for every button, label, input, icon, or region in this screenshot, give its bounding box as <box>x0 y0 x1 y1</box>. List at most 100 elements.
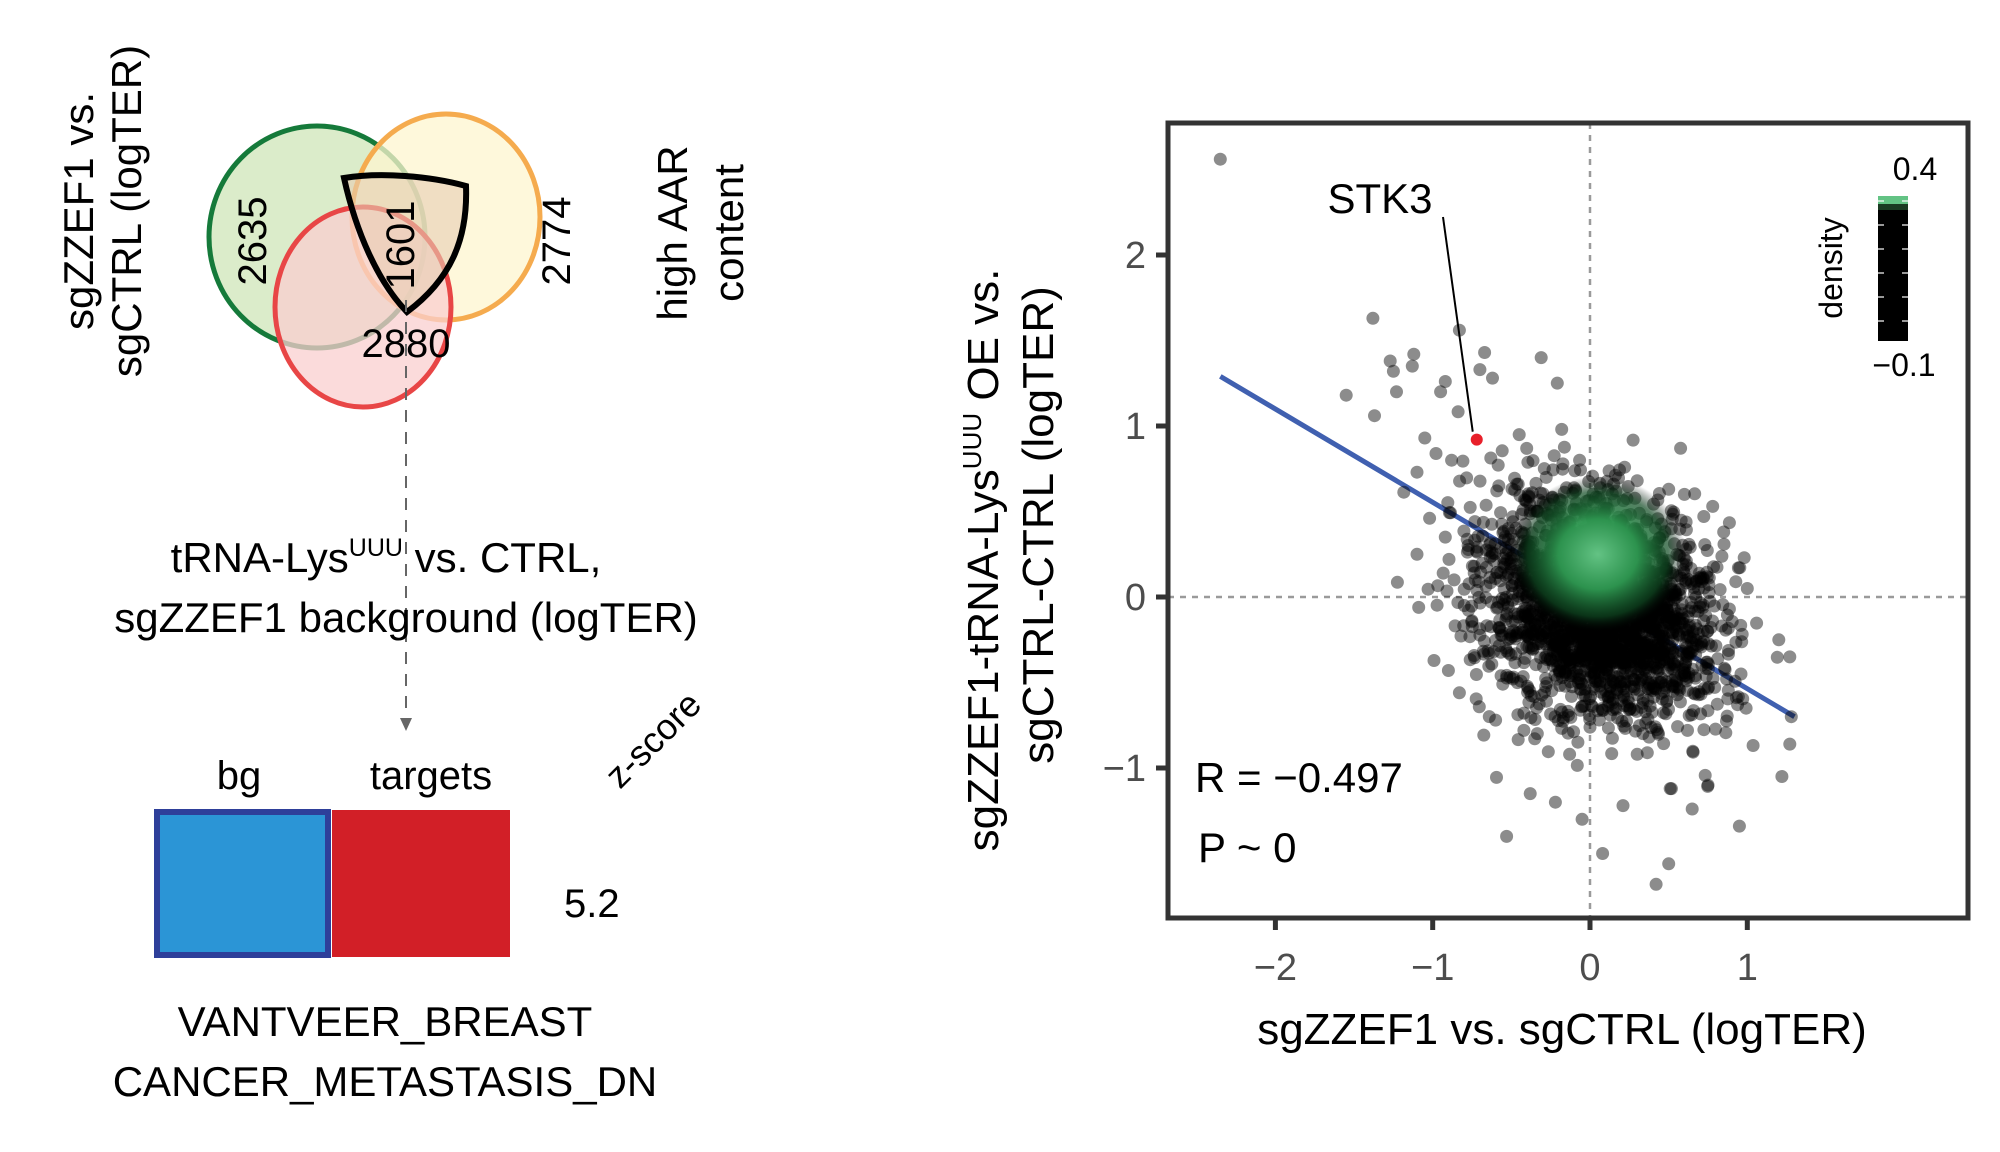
data-point <box>1405 359 1419 373</box>
data-point <box>1700 570 1714 584</box>
data-point <box>1573 630 1587 644</box>
data-point <box>1624 680 1638 694</box>
data-point <box>1613 643 1627 657</box>
data-point <box>1532 697 1546 711</box>
data-point <box>1467 559 1481 573</box>
data-point <box>1604 654 1618 668</box>
plot-frame <box>1165 120 1971 921</box>
data-point <box>1524 711 1538 725</box>
regression-line <box>1219 374 1796 719</box>
data-point <box>1596 644 1610 658</box>
data-point <box>1495 591 1509 605</box>
data-point <box>1494 628 1508 642</box>
data-point <box>1701 662 1715 676</box>
data-point <box>1631 650 1645 663</box>
data-point <box>1429 447 1443 460</box>
data-point <box>1580 634 1594 648</box>
data-point <box>1681 645 1695 659</box>
data-point <box>1628 637 1642 651</box>
data-point <box>1634 636 1648 649</box>
data-point <box>1530 701 1544 715</box>
data-point <box>1538 624 1551 638</box>
data-point <box>1655 630 1669 644</box>
data-point <box>1594 639 1608 652</box>
data-point <box>1664 782 1678 796</box>
data-point <box>1606 703 1620 717</box>
data-point <box>1573 659 1587 673</box>
data-point <box>1617 690 1631 704</box>
data-point <box>1591 674 1605 688</box>
data-point <box>1697 634 1711 648</box>
data-point <box>1670 675 1684 688</box>
data-point <box>1594 685 1608 699</box>
data-point <box>1609 649 1623 663</box>
data-point <box>1694 707 1708 721</box>
data-point <box>1627 660 1641 674</box>
density-colorbar <box>1878 196 1908 341</box>
data-point <box>1563 633 1577 647</box>
data-point <box>1559 665 1572 679</box>
data-point <box>1709 639 1723 653</box>
data-point <box>1647 681 1661 695</box>
data-point <box>1538 685 1552 699</box>
data-point <box>1529 617 1543 631</box>
data-point <box>1591 632 1605 646</box>
density-legend-max: 0.4 <box>1893 151 1937 187</box>
data-point <box>1563 661 1577 675</box>
data-point <box>1630 638 1644 652</box>
data-point <box>1640 635 1654 649</box>
data-point <box>1567 651 1581 665</box>
data-point <box>1521 455 1535 469</box>
data-point <box>1614 656 1628 670</box>
data-point <box>1640 653 1653 667</box>
data-point <box>1546 644 1560 658</box>
data-point <box>1600 648 1614 662</box>
data-point <box>1622 703 1636 717</box>
data-point <box>1609 650 1623 664</box>
data-point <box>1539 680 1553 693</box>
data-point <box>1500 668 1514 682</box>
data-point <box>1539 626 1553 640</box>
data-point <box>1603 680 1617 694</box>
data-point <box>1533 617 1547 631</box>
data-point <box>1634 641 1648 655</box>
data-point <box>1562 632 1576 646</box>
data-point <box>1592 713 1606 727</box>
data-point <box>1677 669 1691 683</box>
data-point <box>1576 647 1590 661</box>
data-point <box>1701 778 1715 792</box>
data-point <box>1706 672 1720 685</box>
data-point <box>1679 623 1693 636</box>
data-point <box>1522 695 1536 709</box>
data-point <box>1721 683 1735 697</box>
data-point <box>1607 650 1621 664</box>
data-point <box>1689 648 1703 662</box>
data-point <box>1635 659 1649 673</box>
data-point <box>1465 620 1479 634</box>
data-point <box>1577 689 1591 702</box>
data-point <box>1604 686 1618 700</box>
data-point <box>1597 635 1611 649</box>
data-point <box>1610 656 1623 669</box>
data-point <box>1646 644 1659 658</box>
data-point <box>1608 676 1622 690</box>
data-point <box>1692 688 1706 702</box>
data-point <box>1474 565 1488 579</box>
data-point <box>1606 638 1620 651</box>
data-point <box>1732 819 1746 833</box>
data-point <box>1702 578 1716 592</box>
data-point <box>1430 598 1444 612</box>
data-point <box>1675 603 1688 617</box>
data-point <box>1628 646 1642 660</box>
data-point <box>1519 493 1533 507</box>
y-tick-label: 2 <box>1125 235 1146 277</box>
data-point <box>1617 719 1631 733</box>
data-point <box>1587 667 1601 681</box>
data-point <box>1521 611 1535 625</box>
data-point <box>1558 636 1572 650</box>
data-point <box>1555 632 1569 646</box>
data-point <box>1440 584 1454 598</box>
data-point <box>1390 575 1404 589</box>
data-point <box>1528 732 1542 746</box>
data-point <box>1775 770 1789 783</box>
